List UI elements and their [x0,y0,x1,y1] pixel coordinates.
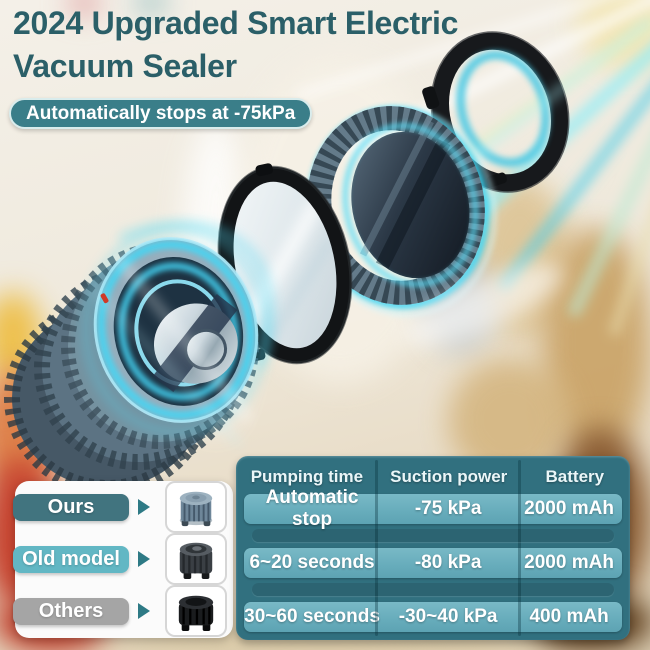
table-cell: 2000 mAh [524,498,614,519]
bg-gray-blob [424,252,496,354]
comparison-label-ours: Ours [13,493,129,521]
table-cell: -75 kPa [414,498,482,519]
table-cell: Automatic stop [265,487,359,530]
table-row-ours: Automatic stop -75 kPa 2000 mAh [244,487,622,530]
table-cell: 6~20 seconds [249,552,375,573]
table-row-groove [236,578,630,602]
bg-white-panel [180,118,252,430]
table-column-divider [375,460,379,636]
comparison-row-others: Others [13,585,233,637]
comparison-card: Ours Ol [13,481,233,638]
table-cell: 30~60 seconds [244,606,380,627]
table-row-others: 30~60 seconds -30~40 kPa 400 mAh [244,602,622,632]
headline-line1: 2024 Upgraded Smart Electric [13,5,459,41]
feature-badge: Automatically stops at -75kPa [9,98,313,129]
comparison-row-old-model: Old model [13,533,233,585]
column-header-suction-power: Suction power [390,467,508,486]
others-device-thumbnail [165,585,227,637]
table-cell: 400 mAh [529,606,609,627]
old-model-device-thumbnail [165,533,227,585]
table-row-old-model: 6~20 seconds -80 kPa 2000 mAh [244,548,622,578]
arrow-right-icon [138,499,150,515]
table-cell: -80 kPa [414,552,482,573]
column-header-pumping-time: Pumping time [250,467,364,486]
table-header-row: Pumping time Suction power Battery [236,462,630,492]
table-column-divider [518,460,522,636]
comparison-label-old-model: Old model [13,545,129,573]
table-cell: -30~40 kPa [398,606,498,627]
column-header-battery: Battery [545,467,605,486]
ours-device-thumbnail [165,481,227,533]
bg-yellow-blob [0,292,42,387]
table-cell: 2000 mAh [524,552,614,573]
comparison-label-others: Others [13,597,129,625]
comparison-row-ours: Ours [13,481,233,533]
spec-comparison-table: Pumping time Suction power Battery Autom… [236,456,630,640]
headline-line2: Vacuum Sealer [13,48,237,84]
arrow-right-icon [138,551,150,567]
headline: 2024 Upgraded Smart Electric Vacuum Seale… [13,2,458,88]
table-row-groove [236,524,630,548]
bg-jar-blob [468,178,572,340]
bg-jar-blob [542,228,650,460]
arrow-right-icon [138,603,150,619]
bg-warm-corner [578,0,650,70]
